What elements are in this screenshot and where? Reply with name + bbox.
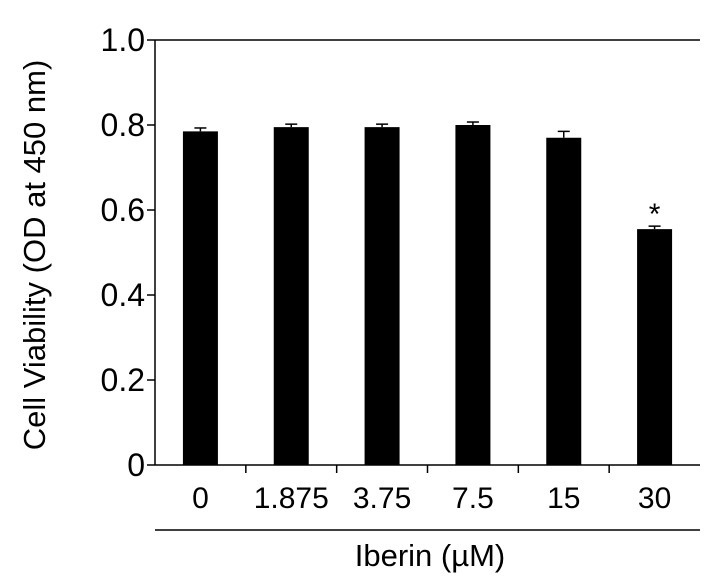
x-tick-label: 1.875 [254, 482, 329, 515]
y-axis: 0 0.2 0.4 0.6 0.8 1.0 [101, 22, 700, 483]
x-tick-label: 30 [638, 482, 671, 515]
x-tick-label: 3.75 [353, 482, 411, 515]
error-bars [194, 121, 661, 230]
x-tick-label: 7.5 [452, 482, 494, 515]
bar [637, 229, 673, 465]
bar [546, 137, 582, 465]
y-tick-label: 1.0 [101, 22, 145, 58]
bar [182, 131, 218, 465]
x-axis-title: Iberin (µM) [355, 538, 506, 573]
y-tick-label: 0.8 [101, 107, 145, 143]
bar [455, 125, 491, 465]
y-tick-label: 0 [127, 447, 145, 483]
y-tick-label: 0.6 [101, 192, 145, 228]
x-tick-label: 0 [192, 482, 209, 515]
y-tick-label: 0.4 [101, 277, 145, 313]
bar [364, 127, 400, 465]
bars [182, 125, 673, 465]
x-tick-label: 15 [547, 482, 580, 515]
y-tick-label: 0.2 [101, 362, 145, 398]
x-axis: 0 1.875 3.75 7.5 15 30 [155, 464, 700, 515]
significance-marker: * [649, 198, 661, 231]
annotations: * [649, 198, 661, 231]
y-axis-title: Cell Viability (OD at 450 nm) [17, 60, 52, 451]
bar [273, 127, 309, 465]
